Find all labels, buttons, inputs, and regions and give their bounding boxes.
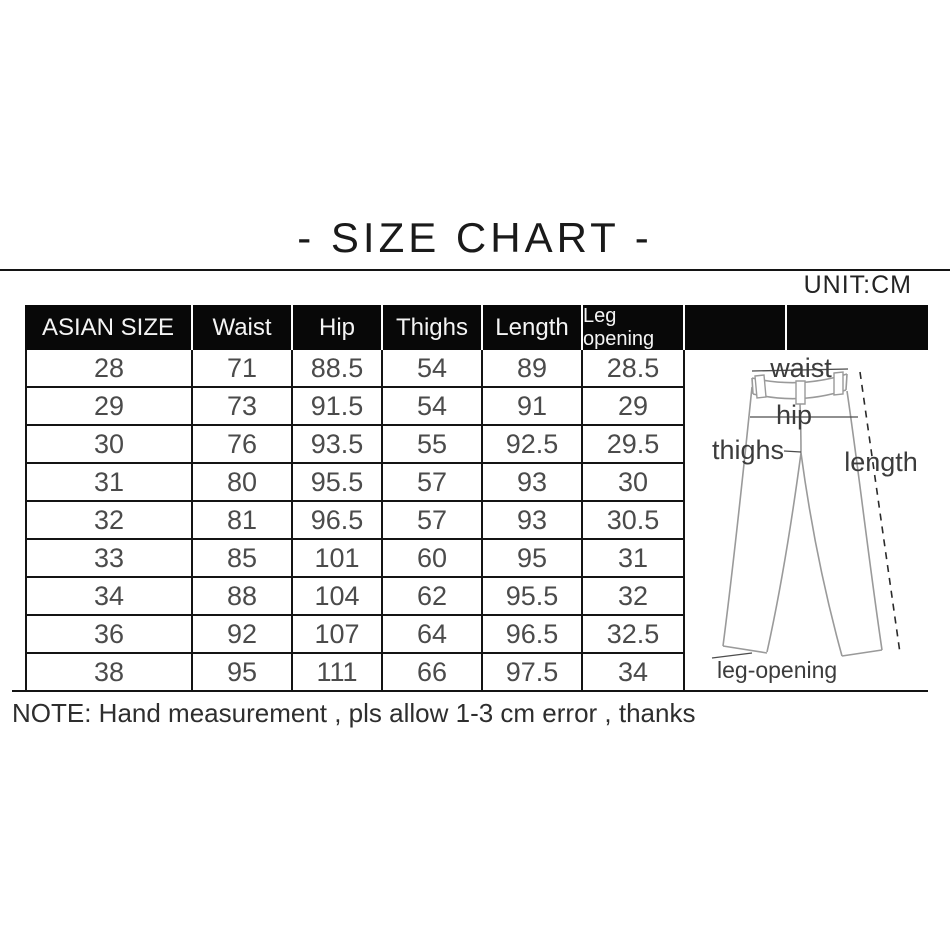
cell-leg-opening: 32 [583, 578, 685, 616]
table-header-row: ASIAN SIZE Waist Hip Thighs Length Leg o… [25, 305, 928, 350]
cell-thighs: 60 [383, 540, 483, 578]
cell-leg-opening: 31 [583, 540, 685, 578]
cell-hip: 88.5 [293, 350, 383, 388]
belt-loops [754, 371, 844, 405]
cell-length: 97.5 [483, 654, 583, 692]
top-divider-line [0, 269, 950, 271]
cell-thighs: 62 [383, 578, 483, 616]
column-header-leg-opening: Leg opening [583, 305, 685, 350]
cell-leg-opening: 30 [583, 464, 685, 502]
cell-length: 89 [483, 350, 583, 388]
cell-length: 93 [483, 502, 583, 540]
length-dashed-line [859, 371, 901, 654]
cell-leg-opening: 32.5 [583, 616, 685, 654]
cell-waist: 80 [193, 464, 293, 502]
cell-hip: 91.5 [293, 388, 383, 426]
cell-leg-opening: 29 [583, 388, 685, 426]
waist-line [751, 368, 849, 372]
column-header-empty-1 [685, 305, 787, 350]
cell-size: 28 [27, 350, 193, 388]
bottom-divider-line [12, 690, 928, 692]
column-header-thighs: Thighs [383, 305, 483, 350]
table-row: 30 76 93.5 55 92.5 29.5 [27, 426, 685, 464]
cell-hip: 111 [293, 654, 383, 692]
thighs-line [783, 450, 802, 453]
cell-length: 93 [483, 464, 583, 502]
cell-size: 32 [27, 502, 193, 540]
cell-waist: 92 [193, 616, 293, 654]
cell-hip: 93.5 [293, 426, 383, 464]
cell-length: 95 [483, 540, 583, 578]
cell-size: 29 [27, 388, 193, 426]
table-row: 28 71 88.5 54 89 28.5 [27, 350, 685, 388]
cell-waist: 73 [193, 388, 293, 426]
cell-waist: 85 [193, 540, 293, 578]
pants-measurement-diagram: waist hip thighs length leg-opening [711, 353, 918, 683]
cell-waist: 81 [193, 502, 293, 540]
size-table-body: 28 71 88.5 54 89 28.5 29 73 91.5 54 91 2… [25, 350, 685, 692]
column-header-empty-2 [787, 305, 928, 350]
cell-size: 38 [27, 654, 193, 692]
cell-hip: 104 [293, 578, 383, 616]
cell-thighs: 57 [383, 464, 483, 502]
table-row: 31 80 95.5 57 93 30 [27, 464, 685, 502]
measurement-lines [711, 368, 858, 659]
cell-waist: 88 [193, 578, 293, 616]
cell-size: 31 [27, 464, 193, 502]
table-row: 32 81 96.5 57 93 30.5 [27, 502, 685, 540]
cell-leg-opening: 28.5 [583, 350, 685, 388]
column-header-length: Length [483, 305, 583, 350]
measurement-note: NOTE: Hand measurement , pls allow 1-3 c… [12, 698, 696, 728]
cell-thighs: 64 [383, 616, 483, 654]
page-title: - SIZE CHART - [297, 214, 653, 261]
cell-waist: 71 [193, 350, 293, 388]
cell-thighs: 54 [383, 388, 483, 426]
table-row: 38 95 111 66 97.5 34 [27, 654, 685, 692]
cell-hip: 101 [293, 540, 383, 578]
cell-hip: 95.5 [293, 464, 383, 502]
thighs-label: thighs [712, 435, 784, 465]
cell-waist: 95 [193, 654, 293, 692]
cell-length: 91 [483, 388, 583, 426]
cell-leg-opening: 29.5 [583, 426, 685, 464]
table-row: 29 73 91.5 54 91 29 [27, 388, 685, 426]
cell-thighs: 54 [383, 350, 483, 388]
leg-opening-line [711, 652, 753, 659]
column-header-hip: Hip [293, 305, 383, 350]
unit-label: UNIT:CM [803, 271, 912, 299]
table-row: 34 88 104 62 95.5 32 [27, 578, 685, 616]
column-header-waist: Waist [193, 305, 293, 350]
cell-length: 95.5 [483, 578, 583, 616]
cell-length: 92.5 [483, 426, 583, 464]
cell-leg-opening: 30.5 [583, 502, 685, 540]
cell-hip: 96.5 [293, 502, 383, 540]
length-label: length [844, 447, 918, 477]
cell-size: 33 [27, 540, 193, 578]
cell-thighs: 57 [383, 502, 483, 540]
table-row: 33 85 101 60 95 31 [27, 540, 685, 578]
cell-hip: 107 [293, 616, 383, 654]
cell-waist: 76 [193, 426, 293, 464]
cell-thighs: 55 [383, 426, 483, 464]
cell-leg-opening: 34 [583, 654, 685, 692]
cell-size: 34 [27, 578, 193, 616]
cell-length: 96.5 [483, 616, 583, 654]
cell-size: 36 [27, 616, 193, 654]
waist-label: waist [769, 353, 832, 383]
cell-size: 30 [27, 426, 193, 464]
cell-thighs: 66 [383, 654, 483, 692]
column-header-asian-size: ASIAN SIZE [25, 305, 193, 350]
leg-opening-label: leg-opening [717, 657, 837, 683]
hip-label: hip [776, 400, 812, 430]
table-row: 36 92 107 64 96.5 32.5 [27, 616, 685, 654]
